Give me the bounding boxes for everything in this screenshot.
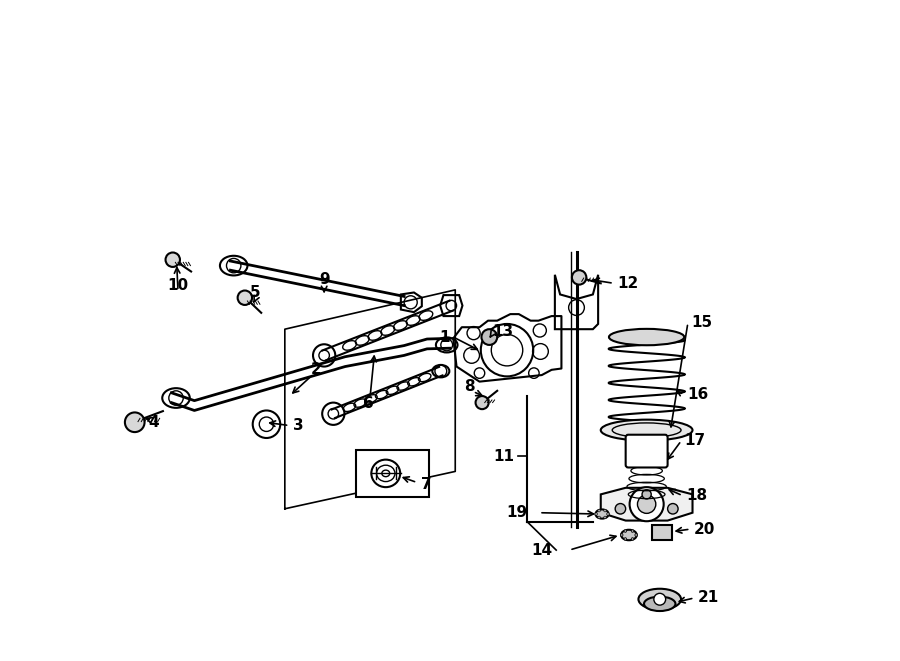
Text: 8: 8 (464, 379, 475, 394)
Circle shape (598, 516, 600, 519)
Text: 5: 5 (250, 285, 261, 300)
Ellipse shape (601, 420, 692, 441)
Circle shape (620, 533, 623, 536)
Circle shape (481, 324, 533, 376)
Circle shape (482, 329, 497, 345)
Circle shape (624, 529, 626, 532)
Text: 19: 19 (506, 505, 527, 520)
Circle shape (616, 504, 625, 514)
Text: 1: 1 (439, 330, 450, 344)
FancyBboxPatch shape (356, 449, 429, 497)
Circle shape (604, 510, 607, 512)
Text: 14: 14 (532, 543, 553, 558)
Bar (652, 525, 671, 540)
Text: 18: 18 (686, 488, 707, 503)
Text: 3: 3 (292, 418, 303, 433)
Circle shape (642, 490, 652, 499)
Circle shape (238, 291, 252, 305)
Text: 13: 13 (492, 325, 514, 339)
Circle shape (598, 510, 600, 512)
Circle shape (125, 412, 145, 432)
Circle shape (166, 253, 180, 267)
Text: 2: 2 (310, 362, 321, 377)
Text: 20: 20 (694, 522, 716, 537)
Circle shape (572, 270, 586, 285)
Polygon shape (601, 488, 692, 521)
Circle shape (634, 533, 637, 536)
Ellipse shape (596, 510, 608, 519)
Circle shape (637, 495, 656, 514)
Circle shape (630, 487, 663, 522)
Circle shape (657, 527, 666, 537)
Ellipse shape (621, 529, 637, 540)
Circle shape (668, 504, 678, 514)
Text: 6: 6 (363, 397, 374, 411)
Circle shape (607, 513, 609, 516)
Circle shape (631, 529, 634, 532)
Text: 12: 12 (617, 276, 638, 291)
Text: 15: 15 (691, 315, 712, 330)
Ellipse shape (609, 329, 684, 345)
Text: 7: 7 (420, 477, 431, 492)
Text: 11: 11 (493, 449, 514, 464)
Text: 16: 16 (688, 387, 708, 403)
Circle shape (595, 513, 598, 516)
Ellipse shape (638, 589, 681, 609)
Text: 10: 10 (167, 278, 189, 293)
Circle shape (624, 537, 626, 540)
Circle shape (604, 516, 607, 519)
Ellipse shape (644, 597, 676, 611)
Text: 21: 21 (698, 590, 719, 605)
Circle shape (631, 537, 634, 540)
Text: 4: 4 (148, 414, 159, 430)
Ellipse shape (612, 423, 681, 438)
FancyBboxPatch shape (626, 435, 668, 467)
Text: 9: 9 (319, 272, 329, 287)
Circle shape (653, 594, 666, 605)
Circle shape (475, 396, 489, 409)
Text: 17: 17 (685, 433, 706, 448)
